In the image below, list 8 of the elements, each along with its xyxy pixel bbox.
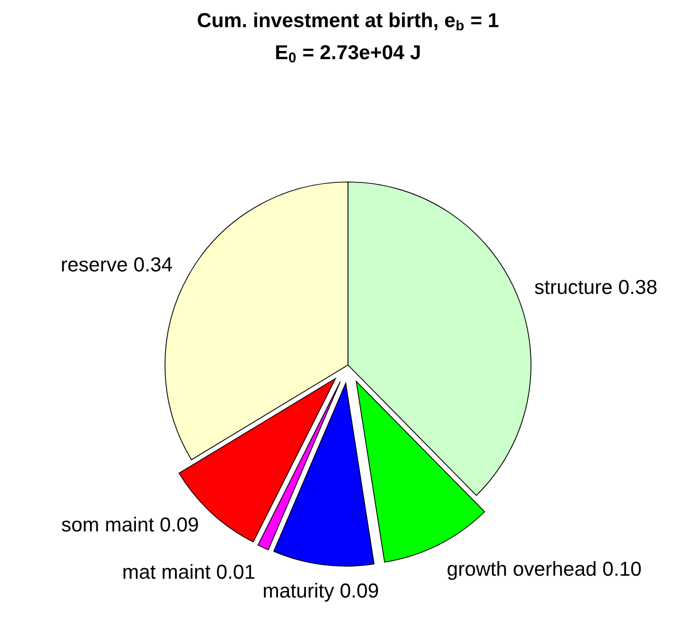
chart-subtitle: E$_{0}$ = 2.73e+04 J (276, 45, 420, 63)
slice-label: structure 0.38 (534, 280, 657, 294)
slice-label: reserve 0.34 (62, 257, 172, 272)
slice-label: mat maint 0.01 (124, 564, 254, 579)
chart-title: Cum. investment at birth, e$_{b}$ = 1 (198, 12, 498, 30)
slice-label: growth overhead 0.10 (448, 561, 641, 580)
slice-label: som maint 0.09 (62, 516, 198, 532)
slice-label: maturity 0.09 (264, 582, 378, 602)
